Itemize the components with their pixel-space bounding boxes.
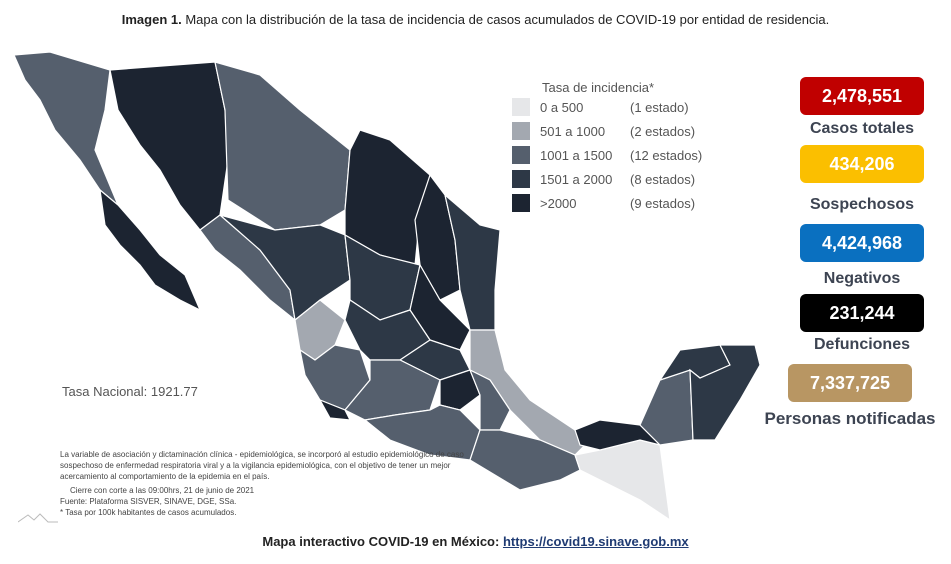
- state-sonora[interactable]: [109, 61, 229, 231]
- title-text: Mapa con la distribución de la tasa de i…: [181, 12, 830, 27]
- national-rate: Tasa Nacional: 1921.77: [62, 384, 198, 399]
- legend-count: (8 estados): [630, 171, 696, 187]
- interactive-map-link[interactable]: https://covid19.sinave.gob.mx: [502, 534, 689, 549]
- logo-icon: [18, 513, 58, 523]
- legend-swatch: [512, 98, 530, 116]
- map-legend: Tasa de incidencia* 0 a 500 (1 estado) 50…: [512, 80, 702, 215]
- note-methodology: La variable de asociación y dictaminació…: [60, 450, 464, 481]
- note-cutoff: Cierre con corte a las 09:00hrs, 21 de j…: [70, 486, 255, 495]
- stat-label: Casos totales: [809, 120, 915, 137]
- figure-title: Imagen 1. Mapa con la distribución de la…: [0, 12, 951, 27]
- stat-value: 231,244: [800, 294, 924, 332]
- legend-item: 1001 a 1500 (12 estados): [512, 143, 702, 167]
- stat-negatives: 4,424,968 Negativos: [767, 224, 951, 288]
- state-guerrero[interactable]: [363, 404, 481, 461]
- legend-count: (12 estados): [630, 147, 703, 163]
- state-chihuahua[interactable]: [214, 61, 351, 231]
- state-cdmx-mexico[interactable]: [439, 369, 481, 411]
- legend-range: 1501 a 2000: [540, 171, 613, 187]
- stat-value: 434,206: [800, 145, 924, 183]
- stat-notified: 7,337,725 Personas notificadas: [755, 364, 945, 429]
- footer-text: Mapa interactivo COVID-19 en México:: [262, 534, 503, 549]
- stat-suspected: 434,206 Sospechosos: [767, 145, 951, 214]
- stat-value: 7,337,725: [788, 364, 912, 402]
- legend-item: 1501 a 2000 (8 estados): [512, 167, 702, 191]
- legend-range: 1001 a 1500: [540, 147, 613, 163]
- stat-label: Negativos: [823, 270, 901, 287]
- stat-total-cases: 2,478,551 Casos totales: [767, 77, 951, 138]
- legend-item: >2000 (9 estados): [512, 191, 702, 215]
- state-campeche[interactable]: [639, 369, 694, 446]
- state-durango[interactable]: [219, 214, 351, 322]
- state-chiapas[interactable]: [574, 439, 671, 522]
- stat-label: Personas notificadas: [764, 409, 936, 428]
- legend-range: 501 a 1000: [540, 123, 606, 139]
- legend-count: (2 estados): [630, 123, 696, 139]
- legend-swatch: [512, 122, 530, 140]
- stat-label: Sospechosos: [809, 196, 915, 213]
- stat-value: 4,424,968: [800, 224, 924, 262]
- state-colima[interactable]: [318, 398, 352, 421]
- legend-item: 501 a 1000 (2 estados): [512, 119, 702, 143]
- legend-title: Tasa de incidencia*: [542, 80, 655, 95]
- legend-count: (1 estado): [630, 99, 689, 115]
- title-bold: Imagen 1.: [121, 12, 182, 27]
- state-baja-california[interactable]: [13, 51, 119, 206]
- footnotes: La variable de asociación y dictaminació…: [60, 449, 480, 518]
- legend-item: 0 a 500 (1 estado): [512, 95, 702, 119]
- state-tabasco[interactable]: [574, 419, 662, 451]
- note-rate: * Tasa por 100k habitantes de casos acum…: [60, 508, 237, 517]
- legend-range: >2000: [540, 195, 577, 211]
- note-source: Fuente: Plataforma SISVER, SINAVE, DGE, …: [60, 497, 237, 506]
- legend-swatch: [512, 146, 530, 164]
- legend-count: (9 estados): [630, 195, 696, 211]
- stat-deaths: 231,244 Defunciones: [767, 294, 951, 354]
- stat-label: Defunciones: [813, 336, 910, 353]
- footer: Mapa interactivo COVID-19 en México: htt…: [0, 534, 951, 549]
- state-quintana-roo[interactable]: [689, 344, 761, 441]
- state-baja-california-sur[interactable]: [99, 188, 202, 312]
- legend-swatch: [512, 194, 530, 212]
- legend-swatch: [512, 170, 530, 188]
- legend-range: 0 a 500: [540, 99, 584, 115]
- stat-value: 2,478,551: [800, 77, 924, 115]
